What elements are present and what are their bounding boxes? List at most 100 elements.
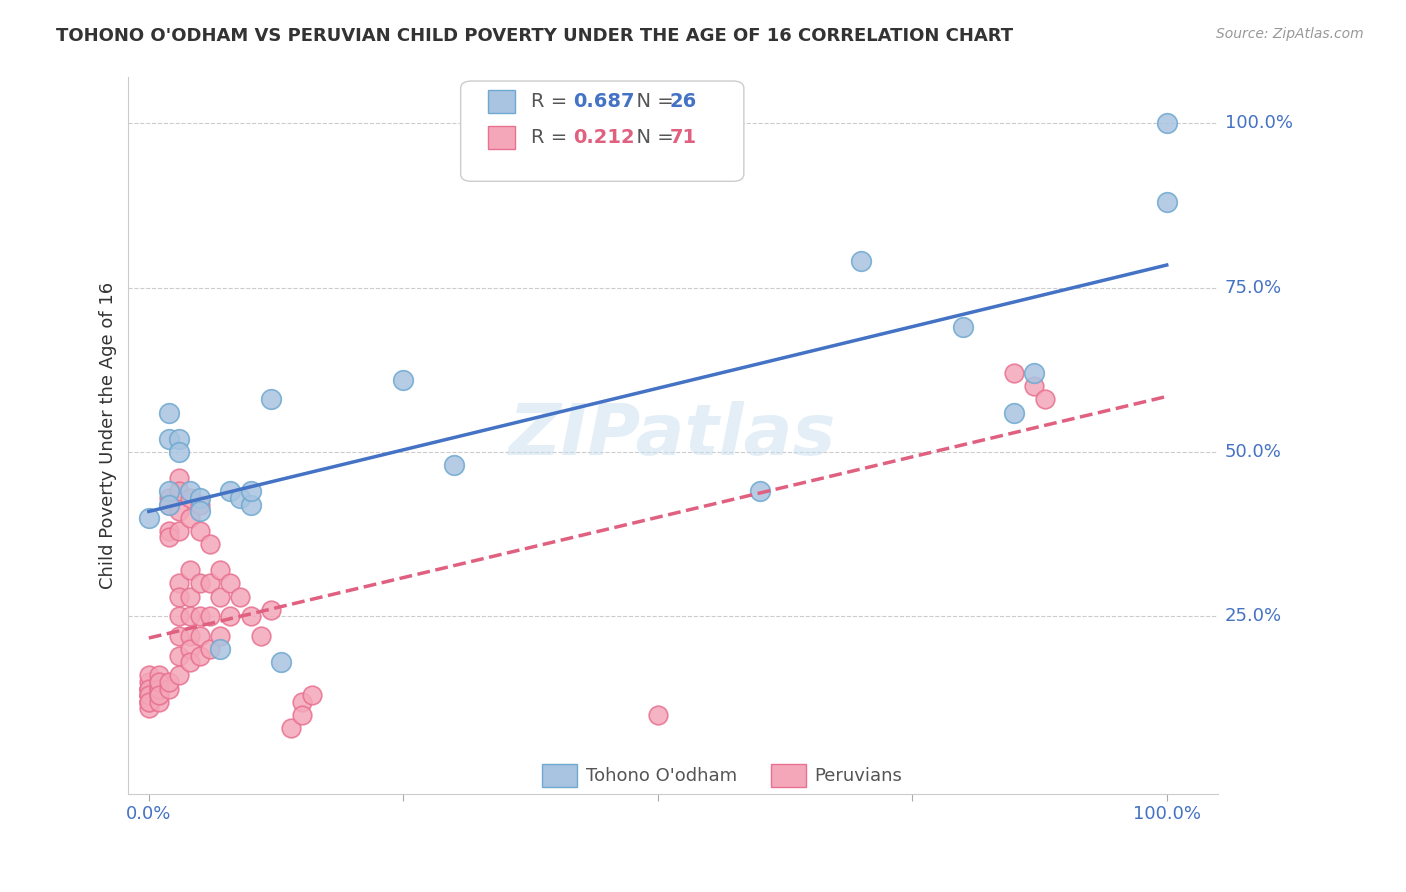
Point (179, 510, 201, 524)
FancyBboxPatch shape (543, 764, 578, 787)
Point (148, 681, 170, 696)
Point (239, 498, 262, 512)
Point (179, 629, 201, 643)
Point (239, 609, 262, 624)
Point (188, 524, 211, 538)
Point (138, 688, 160, 702)
Point (138, 681, 160, 696)
Point (148, 681, 170, 696)
FancyBboxPatch shape (488, 126, 515, 149)
Point (148, 675, 170, 690)
Point (148, 688, 170, 702)
Point (290, 695, 312, 709)
Point (260, 392, 283, 407)
Text: 25.0%: 25.0% (1225, 607, 1282, 625)
Point (188, 629, 211, 643)
Point (169, 576, 191, 591)
Point (169, 504, 191, 518)
Point (209, 629, 232, 643)
Point (157, 432, 180, 446)
Point (1024, 379, 1046, 393)
Point (229, 590, 252, 604)
Point (1033, 392, 1056, 407)
Text: N =: N = (624, 92, 681, 112)
Text: Peruvians: Peruvians (814, 767, 903, 785)
Point (1002, 406, 1025, 420)
Point (148, 675, 170, 690)
Point (138, 688, 160, 702)
Point (1002, 366, 1025, 380)
Text: 50.0%: 50.0% (1225, 443, 1281, 461)
Point (138, 695, 160, 709)
Point (179, 563, 201, 577)
Point (138, 675, 160, 690)
Point (169, 432, 191, 446)
Point (301, 688, 323, 702)
Point (209, 563, 232, 577)
Point (179, 642, 201, 657)
Point (188, 609, 211, 624)
Point (188, 504, 211, 518)
FancyBboxPatch shape (488, 90, 515, 113)
Point (169, 471, 191, 485)
Point (148, 668, 170, 682)
Point (229, 491, 252, 505)
Point (209, 642, 232, 657)
Text: Tohono O'odham: Tohono O'odham (586, 767, 737, 785)
Point (138, 668, 160, 682)
Point (209, 590, 232, 604)
Point (169, 524, 191, 538)
Point (169, 590, 191, 604)
Point (219, 609, 242, 624)
Text: 0.212: 0.212 (572, 128, 634, 147)
Point (157, 675, 180, 690)
Point (198, 642, 221, 657)
Text: Source: ZipAtlas.com: Source: ZipAtlas.com (1216, 27, 1364, 41)
Text: 75.0%: 75.0% (1225, 278, 1282, 297)
Point (138, 695, 160, 709)
Point (157, 484, 180, 499)
Point (157, 530, 180, 544)
Y-axis label: Child Poverty Under the Age of 16: Child Poverty Under the Age of 16 (100, 282, 117, 589)
Point (219, 484, 242, 499)
Point (748, 484, 770, 499)
Point (851, 254, 873, 268)
Point (169, 648, 191, 663)
Point (157, 406, 180, 420)
Point (290, 707, 312, 722)
Point (239, 484, 262, 499)
Point (179, 484, 201, 499)
Point (392, 373, 415, 387)
Point (179, 609, 201, 624)
Point (188, 648, 211, 663)
Point (138, 510, 160, 524)
Point (1156, 195, 1178, 210)
Text: 26: 26 (669, 92, 697, 112)
Point (138, 695, 160, 709)
Point (169, 668, 191, 682)
Point (169, 445, 191, 459)
Point (138, 681, 160, 696)
Point (157, 498, 180, 512)
Point (148, 695, 170, 709)
Point (1024, 366, 1046, 380)
Point (219, 576, 242, 591)
FancyBboxPatch shape (770, 764, 806, 787)
Point (138, 688, 160, 702)
Text: R =: R = (531, 128, 574, 147)
Point (260, 603, 283, 617)
Point (138, 701, 160, 715)
Point (1156, 116, 1178, 130)
Point (270, 655, 292, 669)
Point (647, 707, 669, 722)
Point (249, 629, 271, 643)
FancyBboxPatch shape (461, 81, 744, 181)
Point (148, 688, 170, 702)
Point (198, 609, 221, 624)
Point (169, 609, 191, 624)
Point (443, 458, 465, 472)
Text: 100.0%: 100.0% (1225, 114, 1292, 132)
Text: N =: N = (624, 128, 681, 147)
Point (169, 484, 191, 499)
Point (198, 576, 221, 591)
